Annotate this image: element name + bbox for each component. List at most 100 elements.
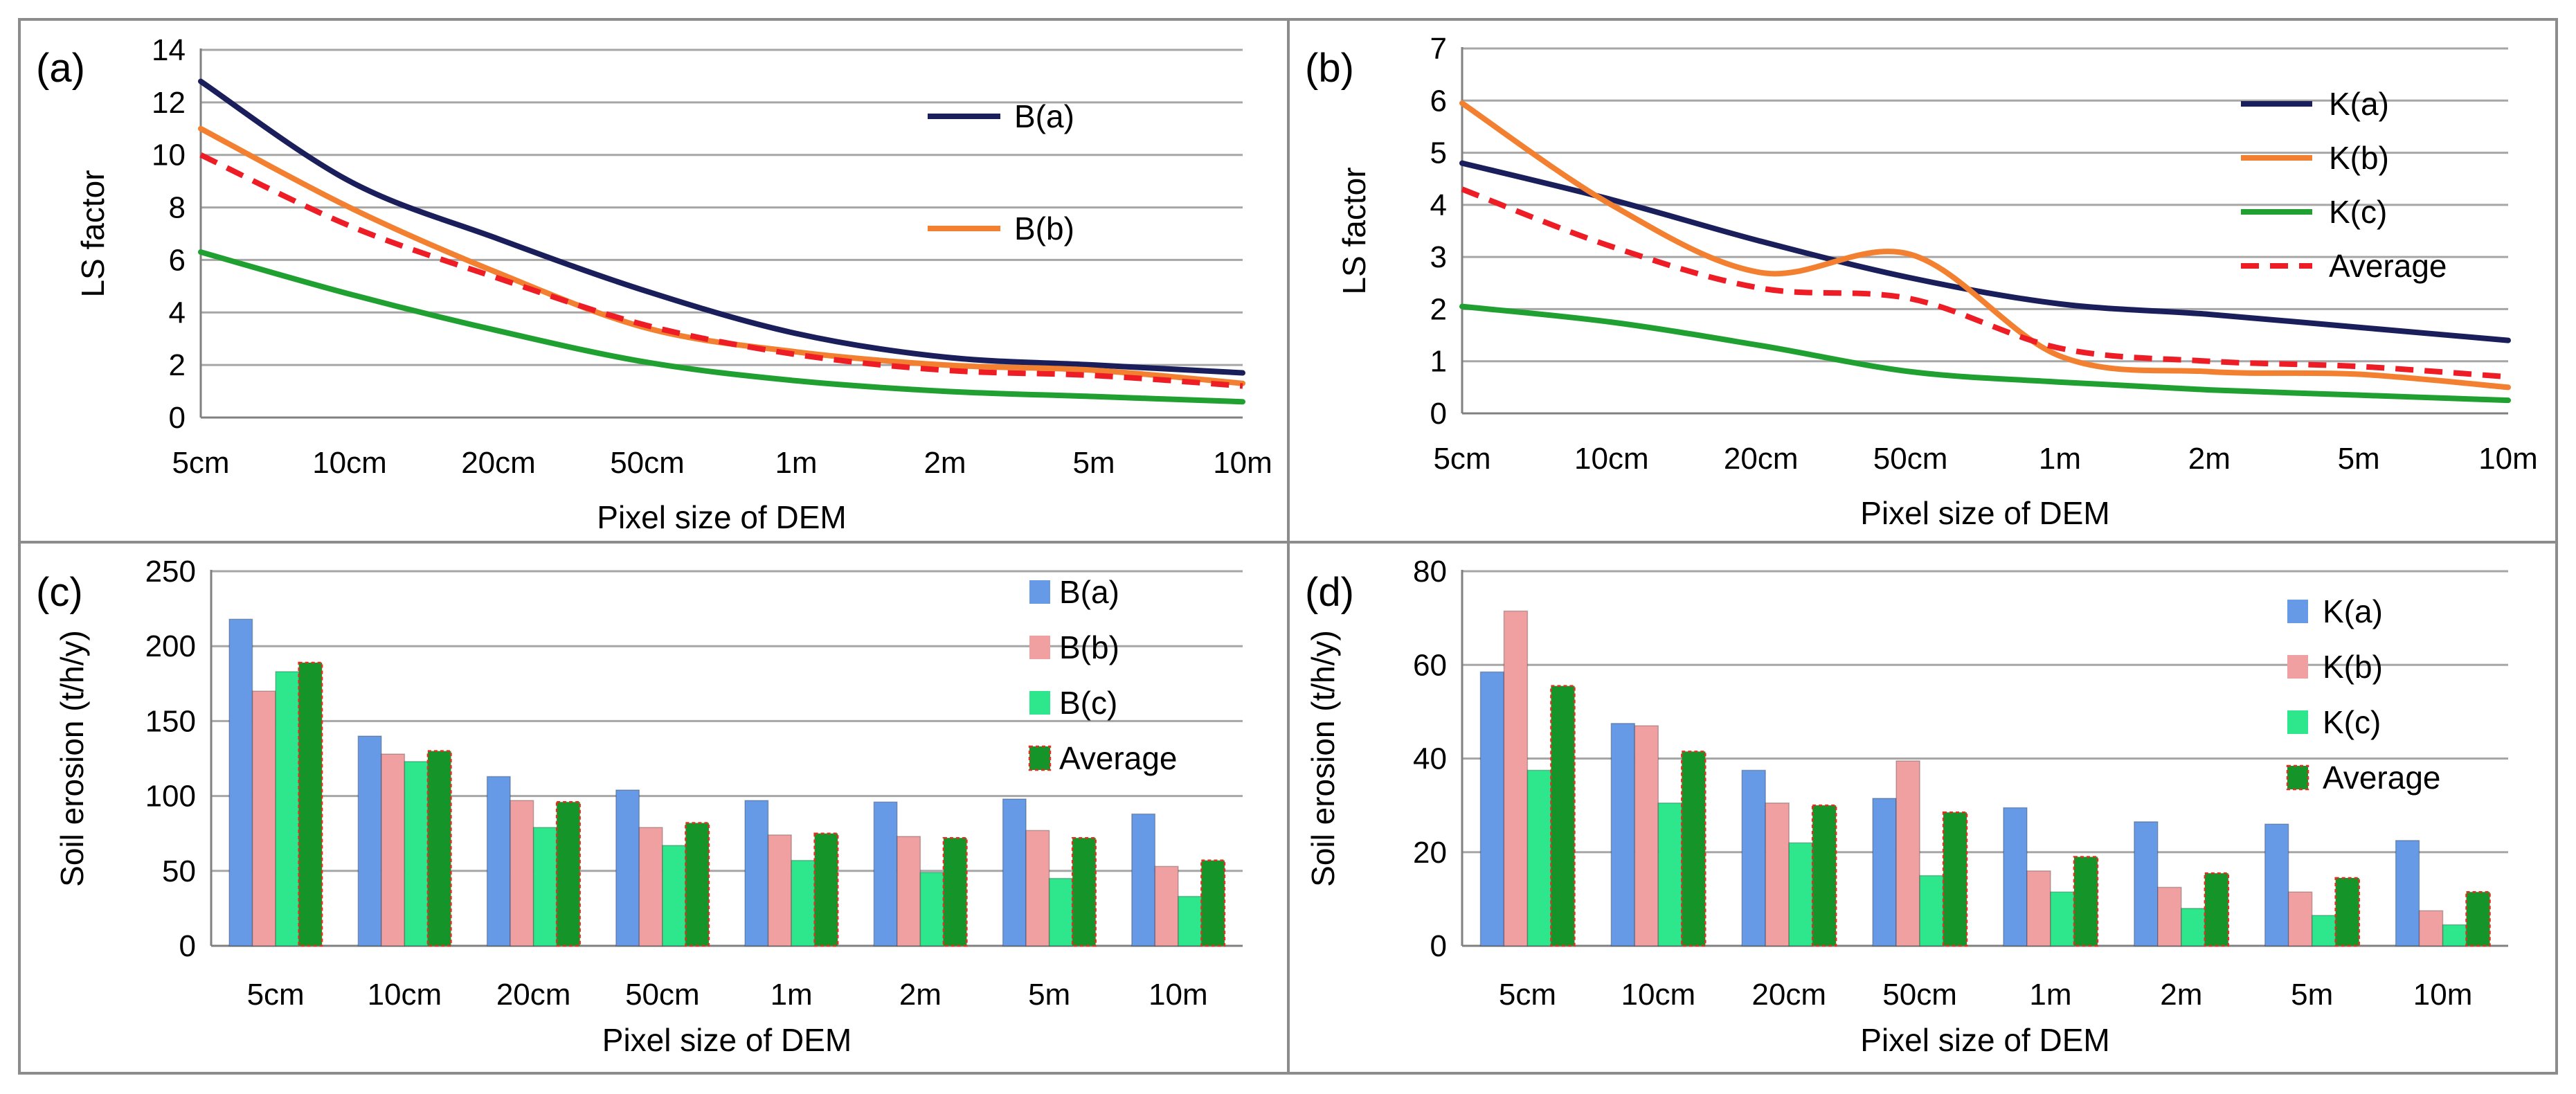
panel-label: (b) [1305,46,1354,91]
legend-label-k-a: K(a) [2329,86,2389,122]
bar-average-1m [813,832,839,947]
x-tick-label: 1m [775,446,817,480]
bar-k-c-10cm [1657,802,1683,947]
y-tick-labels: 0 50 100 150 200 250 [145,555,196,963]
gridlines [201,48,1243,366]
bar-b-a-5cm [228,618,253,947]
y-tick-label: 250 [145,555,196,589]
bar-k-b-10m [2418,910,2444,947]
bar-k-b-20cm [1765,802,1790,947]
x-tick-label: 10m [1149,978,1208,1012]
x-tick-labels: 5cm 10cm 20cm 50cm 1m 2m 5m 10m [247,978,1208,1012]
x-tick-labels: 5cm 10cm 20cm 50cm 1m 2m 5m 10m [1499,978,2472,1012]
bar-b-c-10m [1178,895,1203,947]
x-tick-label: 5m [1072,446,1115,480]
y-axis-title: LS factor [75,170,111,297]
x-tick-label: 1m [771,978,813,1012]
y-tick-label: 12 [152,86,186,120]
x-tick-labels: 5cm 10cm 20cm 50cm 1m 2m 5m 10m [172,446,1272,480]
bar-k-c-2m [2181,908,2206,947]
x-tick-label: 20cm [1751,978,1826,1012]
y-tick-label: 4 [169,296,186,330]
y-tick-label: 7 [1430,32,1447,66]
x-tick-label: 20cm [1724,442,1799,476]
x-tick-label: 2m [2188,442,2231,476]
bar-average-10m [2465,890,2491,947]
bar-b-b-1m [767,834,792,947]
bar-b-c-50cm [662,845,687,947]
bar-k-c-20cm [1788,842,1813,947]
series-lines [198,78,1245,405]
bar-k-a-10m [2395,840,2420,947]
bar-b-a-50cm [615,789,640,947]
x-tick-label: 20cm [496,978,571,1012]
series-line-b-c [198,249,1245,405]
legend-label-b-b: B(b) [1059,629,1119,665]
bar-k-c-5cm [1526,769,1552,947]
legend-swatch-b-a [1029,580,1050,604]
y-tick-label: 40 [1413,742,1447,776]
legend-swatch-k-b [2287,655,2308,679]
bar-b-b-50cm [638,827,663,947]
y-tick-labels: 0 2 4 6 8 10 12 14 [152,33,186,435]
y-tick-label: 8 [169,191,186,225]
legend-swatch-k-a [2287,600,2308,623]
legend-label-k-c: K(c) [2323,704,2381,740]
x-tick-label: 10m [1213,446,1272,480]
x-tick-label: 50cm [625,978,700,1012]
x-tick-label: 5m [1028,978,1070,1012]
bar-average-50cm [685,822,710,947]
bar-b-b-5cm [251,690,276,947]
bar-b-b-10m [1154,866,1179,947]
legend-label-average: Average [1059,740,1178,776]
bar-k-b-10cm [1634,725,1659,947]
x-tick-label: 10cm [368,978,442,1012]
bar-average-1m [2073,856,2099,947]
bar-average-50cm [1942,811,1968,947]
x-tick-labels: 5cm 10cm 20cm 50cm 1m 2m 5m 10m [1433,442,2537,476]
y-tick-label: 20 [1413,836,1447,870]
x-tick-label: 10cm [1621,978,1696,1012]
series-line-k-a [1459,160,2511,343]
bar-k-a-10cm [1610,723,1636,947]
bar-b-c-1m [791,859,816,947]
y-tick-label: 14 [152,33,186,67]
bar-k-a-20cm [1741,769,1766,947]
y-tick-label: 0 [169,401,186,435]
bar-b-c-10cm [404,761,429,947]
bar-k-b-5m [2287,891,2313,947]
bars [1479,610,2491,947]
y-axis-title: Soil erosion (t/h/y) [1305,630,1341,887]
x-tick-label: 2m [2160,978,2202,1012]
x-tick-label: 50cm [610,446,685,480]
y-tick-label: 5 [1430,136,1447,170]
panel-label: (c) [36,570,83,615]
y-tick-label: 10 [152,138,186,172]
bar-k-c-5m [2311,915,2336,947]
bar-b-a-5m [1002,798,1027,947]
bar-k-a-5m [2264,823,2289,947]
series-lines [1459,100,2511,404]
legend-label-k-c: K(c) [2329,194,2387,230]
bar-b-a-20cm [486,775,511,947]
y-tick-labels: 0 20 40 60 80 [1413,555,1447,963]
bar-average-20cm [555,801,581,947]
bar-k-b-1m [2026,870,2051,947]
bar-average-20cm [1811,804,1837,947]
legend-label-b-a: B(a) [1014,98,1074,134]
y-axis-title: LS factor [1336,167,1372,294]
x-tick-label: 20cm [461,446,536,480]
bar-k-b-50cm [1895,760,1920,947]
x-tick-label: 10cm [1574,442,1649,476]
bar-b-c-20cm [532,827,557,947]
bar-b-a-10cm [357,735,382,947]
series-line-average [1461,186,2509,380]
series-line-k-b [1459,100,2511,391]
legend-swatch-b-b [1029,636,1050,659]
y-tick-label: 6 [1430,84,1447,118]
bar-average-5cm [1550,685,1576,947]
bar-b-c-5m [1048,877,1073,947]
bar-k-a-5cm [1479,671,1505,947]
bar-b-b-5m [1025,830,1050,947]
